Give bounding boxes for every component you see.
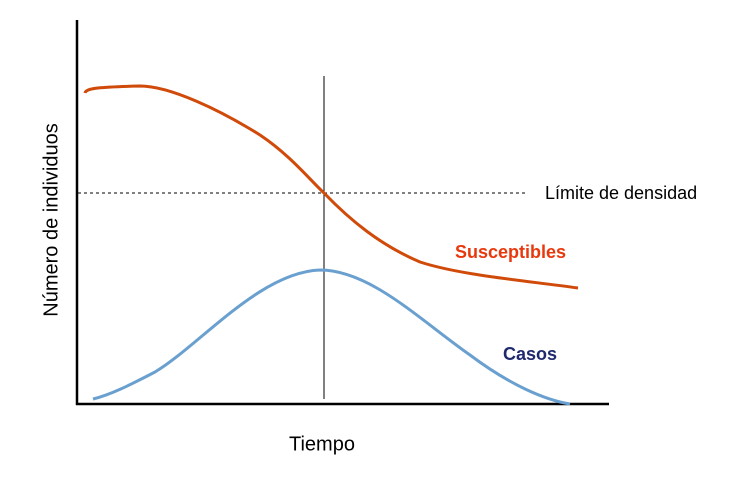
susceptibles-label: Susceptibles [455, 242, 566, 262]
casos-curve [92, 268, 571, 406]
x-axis-label: Tiempo [289, 433, 355, 455]
threshold-label: Límite de densidad [545, 183, 697, 203]
y-axis-label: Número de individuos [40, 123, 62, 316]
casos-label: Casos [503, 344, 557, 364]
susceptibles-curve [83, 84, 579, 290]
